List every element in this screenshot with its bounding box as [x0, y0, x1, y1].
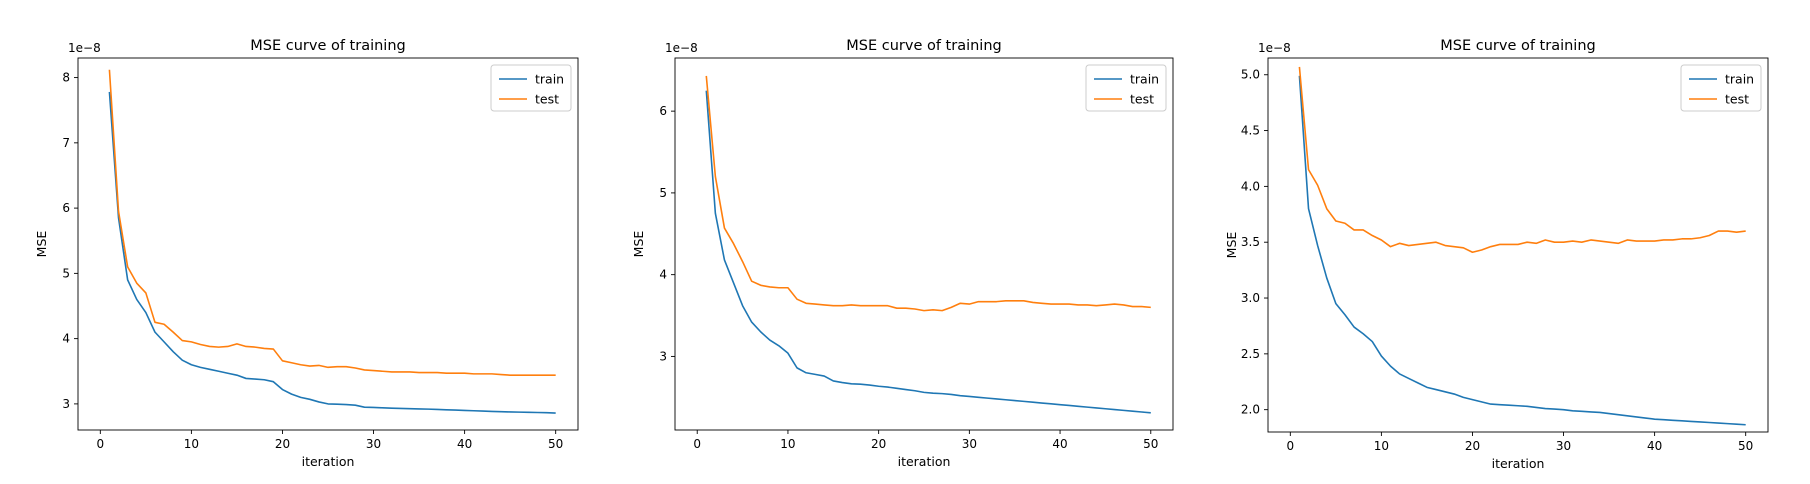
- legend-label-train: train: [535, 72, 564, 87]
- y-tick-label: 8: [62, 71, 70, 85]
- x-tick-label: 20: [275, 437, 290, 451]
- y-tick-label: 5: [659, 186, 667, 200]
- y-tick-label: 5.0: [1241, 68, 1260, 82]
- x-tick-label: 30: [962, 437, 977, 451]
- x-axis-label: iteration: [898, 454, 951, 469]
- y-tick-label: 2.0: [1241, 403, 1260, 417]
- y-tick-label: 4.0: [1241, 179, 1260, 193]
- series-line-train: [108, 91, 556, 414]
- legend-label-train: train: [1130, 72, 1159, 87]
- x-tick-label: 0: [1286, 439, 1294, 453]
- chart-title: MSE curve of training: [846, 38, 1001, 54]
- y-tick-label: 4: [659, 268, 667, 282]
- axes-frame: [674, 57, 1174, 431]
- y-tick-label: 3.5: [1241, 235, 1260, 249]
- y-axis-label: MSE: [631, 231, 646, 258]
- series-line-train: [1298, 75, 1746, 426]
- axes-frame: [1267, 57, 1769, 433]
- chart-panel-1: 0 10 20 30 40 50 3 4 5 6 7 8 1e−8 MSE curve of traini…: [34, 38, 579, 469]
- y-axis-label: MSE: [34, 231, 49, 258]
- x-tick-label: 40: [1647, 439, 1662, 453]
- x-axis-label: iteration: [302, 454, 355, 469]
- y-tick-label: 3: [659, 349, 667, 363]
- legend: train test: [490, 64, 572, 112]
- x-tick-label: 0: [96, 437, 104, 451]
- x-tick-label: 40: [1052, 437, 1067, 451]
- legend-label-train: train: [1725, 72, 1754, 87]
- y-tick-label: 6: [62, 201, 70, 215]
- legend: train test: [1085, 64, 1167, 112]
- axes-frame: [77, 57, 579, 431]
- legend-label-test: test: [1725, 92, 1749, 107]
- x-tick-label: 30: [366, 437, 381, 451]
- y-offset-label: 1e−8: [665, 41, 698, 55]
- y-tick-label: 6: [659, 104, 667, 118]
- chart-panel-3: 0 10 20 30 40 50 2.0 2.5 3.0 3.5 4.0 4.5 5.0 1e−8 MSE …: [1224, 38, 1769, 471]
- y-tick-label: 4: [62, 332, 70, 346]
- series-line-test: [705, 75, 1151, 312]
- y-offset-label: 1e−8: [1258, 41, 1291, 55]
- x-axis-label: iteration: [1492, 456, 1545, 471]
- y-tick-label: 2.5: [1241, 347, 1260, 361]
- x-tick-label: 20: [871, 437, 886, 451]
- y-tick-label: 5: [62, 266, 70, 280]
- series-line-test: [108, 69, 556, 376]
- x-tick-label: 20: [1465, 439, 1480, 453]
- y-tick-label: 7: [62, 136, 70, 150]
- series-line-test: [1298, 66, 1746, 254]
- x-tick-label: 50: [548, 437, 563, 451]
- x-tick-label: 50: [1143, 437, 1158, 451]
- y-tick-label: 3: [62, 397, 70, 411]
- y-offset-label: 1e−8: [68, 41, 101, 55]
- y-tick-label: 4.5: [1241, 124, 1260, 138]
- legend-label-test: test: [535, 92, 559, 107]
- x-tick-label: 50: [1738, 439, 1753, 453]
- legend: train test: [1680, 64, 1762, 112]
- y-axis-label: MSE: [1224, 232, 1239, 259]
- series-line-train: [705, 90, 1151, 414]
- chart-panel-2: 0 10 20 30 40 50 3 4 5 6 1e−8 MSE curve of training…: [631, 38, 1174, 469]
- chart-title: MSE curve of training: [250, 38, 405, 54]
- x-tick-label: 0: [693, 437, 701, 451]
- x-tick-label: 10: [1374, 439, 1389, 453]
- x-tick-label: 10: [780, 437, 795, 451]
- chart-title: MSE curve of training: [1440, 38, 1595, 54]
- legend-label-test: test: [1130, 92, 1154, 107]
- x-tick-label: 30: [1556, 439, 1571, 453]
- x-tick-label: 10: [184, 437, 199, 451]
- x-tick-label: 40: [457, 437, 472, 451]
- y-tick-label: 3.0: [1241, 291, 1260, 305]
